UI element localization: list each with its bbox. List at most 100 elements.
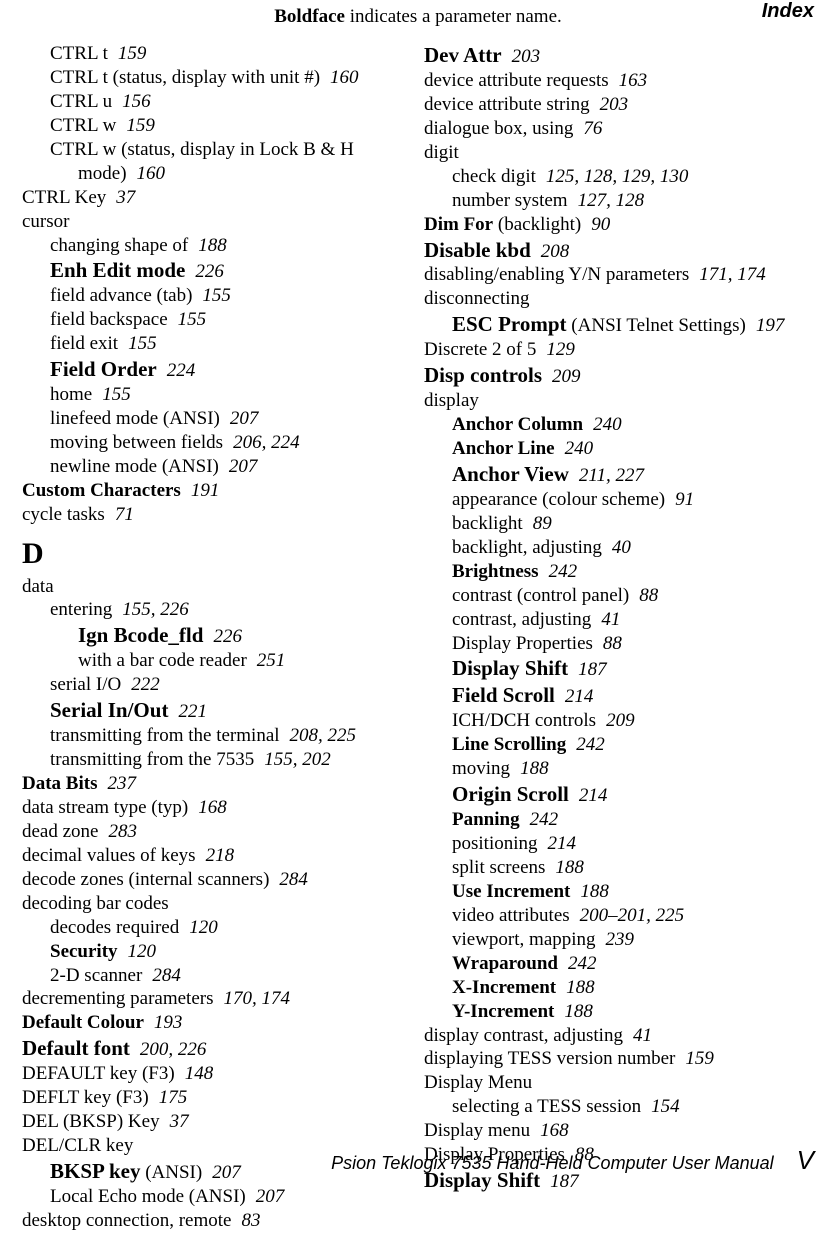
index-entry: 2-D scanner284	[22, 964, 412, 988]
section-label: Index	[762, 0, 814, 23]
index-entry: Anchor View211, 227	[424, 461, 814, 488]
index-columns: CTRL t159 CTRL t (status, display with u…	[22, 42, 814, 1233]
subhead-bold: Boldface	[274, 6, 345, 27]
index-entry: Default Colour193	[22, 1011, 412, 1035]
index-entry: Dev Attr203	[424, 42, 814, 69]
index-entry: Anchor Column240	[424, 413, 814, 437]
index-entry: Enh Edit mode226	[22, 257, 412, 284]
index-entry: split screens188	[424, 856, 814, 880]
index-entry: Data Bits237	[22, 772, 412, 796]
index-entry: transmitting from the terminal208, 225	[22, 724, 412, 748]
index-entry: Panning242	[424, 808, 814, 832]
index-entry: display	[424, 389, 814, 413]
index-entry: Field Scroll214	[424, 682, 814, 709]
index-entry: Field Order224	[22, 356, 412, 383]
index-entry: ICH/DCH controls209	[424, 709, 814, 733]
index-entry: viewport, mapping239	[424, 928, 814, 952]
index-entry: field backspace155	[22, 308, 412, 332]
index-entry: device attribute requests163	[424, 69, 814, 93]
index-entry: Custom Characters191	[22, 479, 412, 503]
index-entry: home155	[22, 383, 412, 407]
index-entry: Origin Scroll214	[424, 781, 814, 808]
index-entry: data stream type (typ)168	[22, 796, 412, 820]
index-entry: DEFAULT key (F3)148	[22, 1062, 412, 1086]
index-entry: moving188	[424, 757, 814, 781]
subhead-rest: indicates a parameter name.	[345, 6, 562, 27]
index-entry: Y-Increment188	[424, 1000, 814, 1024]
index-entry: decode zones (internal scanners)284	[22, 868, 412, 892]
index-entry: Wraparound242	[424, 952, 814, 976]
section-letter-d: D	[22, 535, 412, 573]
index-entry: DEL (BKSP) Key37	[22, 1110, 412, 1134]
footer: Psion Teklogix 7535 Hand-Held Computer U…	[331, 1145, 814, 1176]
index-entry: Serial In/Out221	[22, 697, 412, 724]
index-entry: DEFLT key (F3)175	[22, 1086, 412, 1110]
index-entry: Display Menu	[424, 1071, 814, 1095]
index-entry: Ign Bcode_fld226	[22, 622, 412, 649]
index-entry: appearance (colour scheme)91	[424, 488, 814, 512]
index-entry: CTRL Key37	[22, 186, 412, 210]
index-entry: Display Properties88	[424, 632, 814, 656]
index-entry: contrast (control panel)88	[424, 584, 814, 608]
index-entry: selecting a TESS session154	[424, 1095, 814, 1119]
index-entry: Display menu168	[424, 1119, 814, 1143]
index-entry: backlight89	[424, 512, 814, 536]
index-entry: newline mode (ANSI)207	[22, 455, 412, 479]
index-entry: Security120	[22, 940, 412, 964]
index-entry: CTRL t159	[22, 42, 412, 66]
index-entry: CTRL t (status, display with unit #)160	[22, 66, 412, 90]
index-entry: check digit125, 128, 129, 130	[424, 165, 814, 189]
index-entry: Discrete 2 of 5129	[424, 338, 814, 362]
page-number: V	[797, 1145, 814, 1175]
index-entry: decoding bar codes	[22, 892, 412, 916]
index-entry: displaying TESS version number159	[424, 1047, 814, 1071]
index-entry: device attribute string203	[424, 93, 814, 117]
index-entry: contrast, adjusting41	[424, 608, 814, 632]
index-entry: with a bar code reader251	[22, 649, 412, 673]
index-entry: Default font200, 226	[22, 1035, 412, 1062]
index-entry: linefeed mode (ANSI)207	[22, 407, 412, 431]
index-entry: CTRL u156	[22, 90, 412, 114]
index-entry: entering155, 226	[22, 598, 412, 622]
index-entry: Line Scrolling242	[424, 733, 814, 757]
index-entry: number system127, 128	[424, 189, 814, 213]
index-entry: decrementing parameters170, 174	[22, 987, 412, 1011]
index-entry: desktop connection, remote83	[22, 1209, 412, 1233]
index-entry: X-Increment188	[424, 976, 814, 1000]
index-entry: positioning214	[424, 832, 814, 856]
index-entry: decimal values of keys218	[22, 844, 412, 868]
index-entry: cycle tasks71	[22, 503, 412, 527]
index-entry: data	[22, 575, 412, 599]
index-entry: CTRL w159	[22, 114, 412, 138]
index-entry: field advance (tab)155	[22, 284, 412, 308]
index-entry: dialogue box, using76	[424, 117, 814, 141]
index-entry: backlight, adjusting40	[424, 536, 814, 560]
index-entry: disconnecting	[424, 287, 814, 311]
index-entry: CTRL w (status, display in Lock B & H mo…	[22, 138, 412, 186]
index-entry: Dim For (backlight)90	[424, 213, 814, 237]
book-title: Psion Teklogix 7535 Hand-Held Computer U…	[331, 1153, 774, 1173]
index-entry: serial I/O222	[22, 673, 412, 697]
subhead: Boldface indicates a parameter name.	[22, 0, 814, 28]
index-entry: Disable kbd208	[424, 237, 814, 264]
index-entry: decodes required120	[22, 916, 412, 940]
index-entry: transmitting from the 7535155, 202	[22, 748, 412, 772]
index-entry: ESC Prompt (ANSI Telnet Settings)197	[424, 311, 814, 338]
index-entry: display contrast, adjusting41	[424, 1024, 814, 1048]
index-entry: Display Shift187	[424, 655, 814, 682]
index-entry: Disp controls209	[424, 362, 814, 389]
index-entry: field exit155	[22, 332, 412, 356]
index-entry: Use Increment188	[424, 880, 814, 904]
index-entry: digit	[424, 141, 814, 165]
index-entry: dead zone283	[22, 820, 412, 844]
index-entry: video attributes200–201, 225	[424, 904, 814, 928]
index-entry: disabling/enabling Y/N parameters171, 17…	[424, 263, 814, 287]
index-entry: Brightness242	[424, 560, 814, 584]
index-entry: cursor	[22, 210, 412, 234]
right-column: Dev Attr203 device attribute requests163…	[424, 42, 814, 1233]
left-column: CTRL t159 CTRL t (status, display with u…	[22, 42, 412, 1233]
index-entry: moving between fields206, 224	[22, 431, 412, 455]
index-entry: changing shape of188	[22, 234, 412, 258]
index-entry: Local Echo mode (ANSI)207	[22, 1185, 412, 1209]
index-entry: Anchor Line240	[424, 437, 814, 461]
